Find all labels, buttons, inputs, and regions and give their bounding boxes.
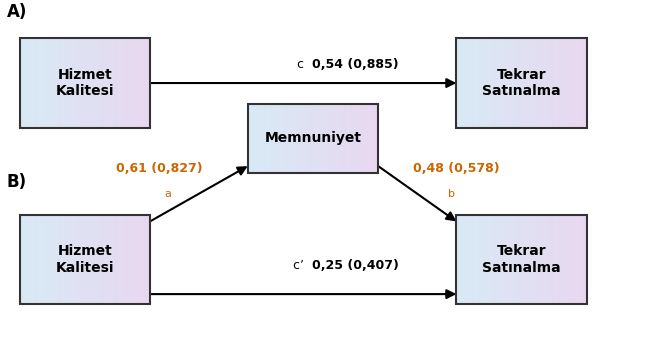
Text: B): B) (7, 173, 27, 191)
Text: 0,48 (0,578): 0,48 (0,578) (413, 162, 499, 175)
Text: c’: c’ (293, 258, 312, 272)
Text: 0,61 (0,827): 0,61 (0,827) (117, 162, 203, 175)
Text: Hizmet
Kalitesi: Hizmet Kalitesi (55, 68, 114, 98)
Text: 0,25 (0,407): 0,25 (0,407) (312, 258, 398, 272)
Bar (20, 215, 150, 304)
Text: Memnuniyet: Memnuniyet (265, 131, 361, 145)
Text: b: b (449, 189, 455, 199)
Bar (456, 38, 587, 128)
Text: Hizmet
Kalitesi: Hizmet Kalitesi (55, 244, 114, 275)
Text: Tekrar
Satınalma: Tekrar Satınalma (482, 68, 561, 98)
Text: 0,54 (0,885): 0,54 (0,885) (312, 58, 398, 71)
Text: a: a (165, 189, 171, 199)
Text: c: c (297, 58, 312, 71)
Bar (248, 104, 378, 173)
Bar (456, 215, 587, 304)
Bar (20, 38, 150, 128)
Text: A): A) (7, 3, 27, 21)
Text: Tekrar
Satınalma: Tekrar Satınalma (482, 244, 561, 275)
